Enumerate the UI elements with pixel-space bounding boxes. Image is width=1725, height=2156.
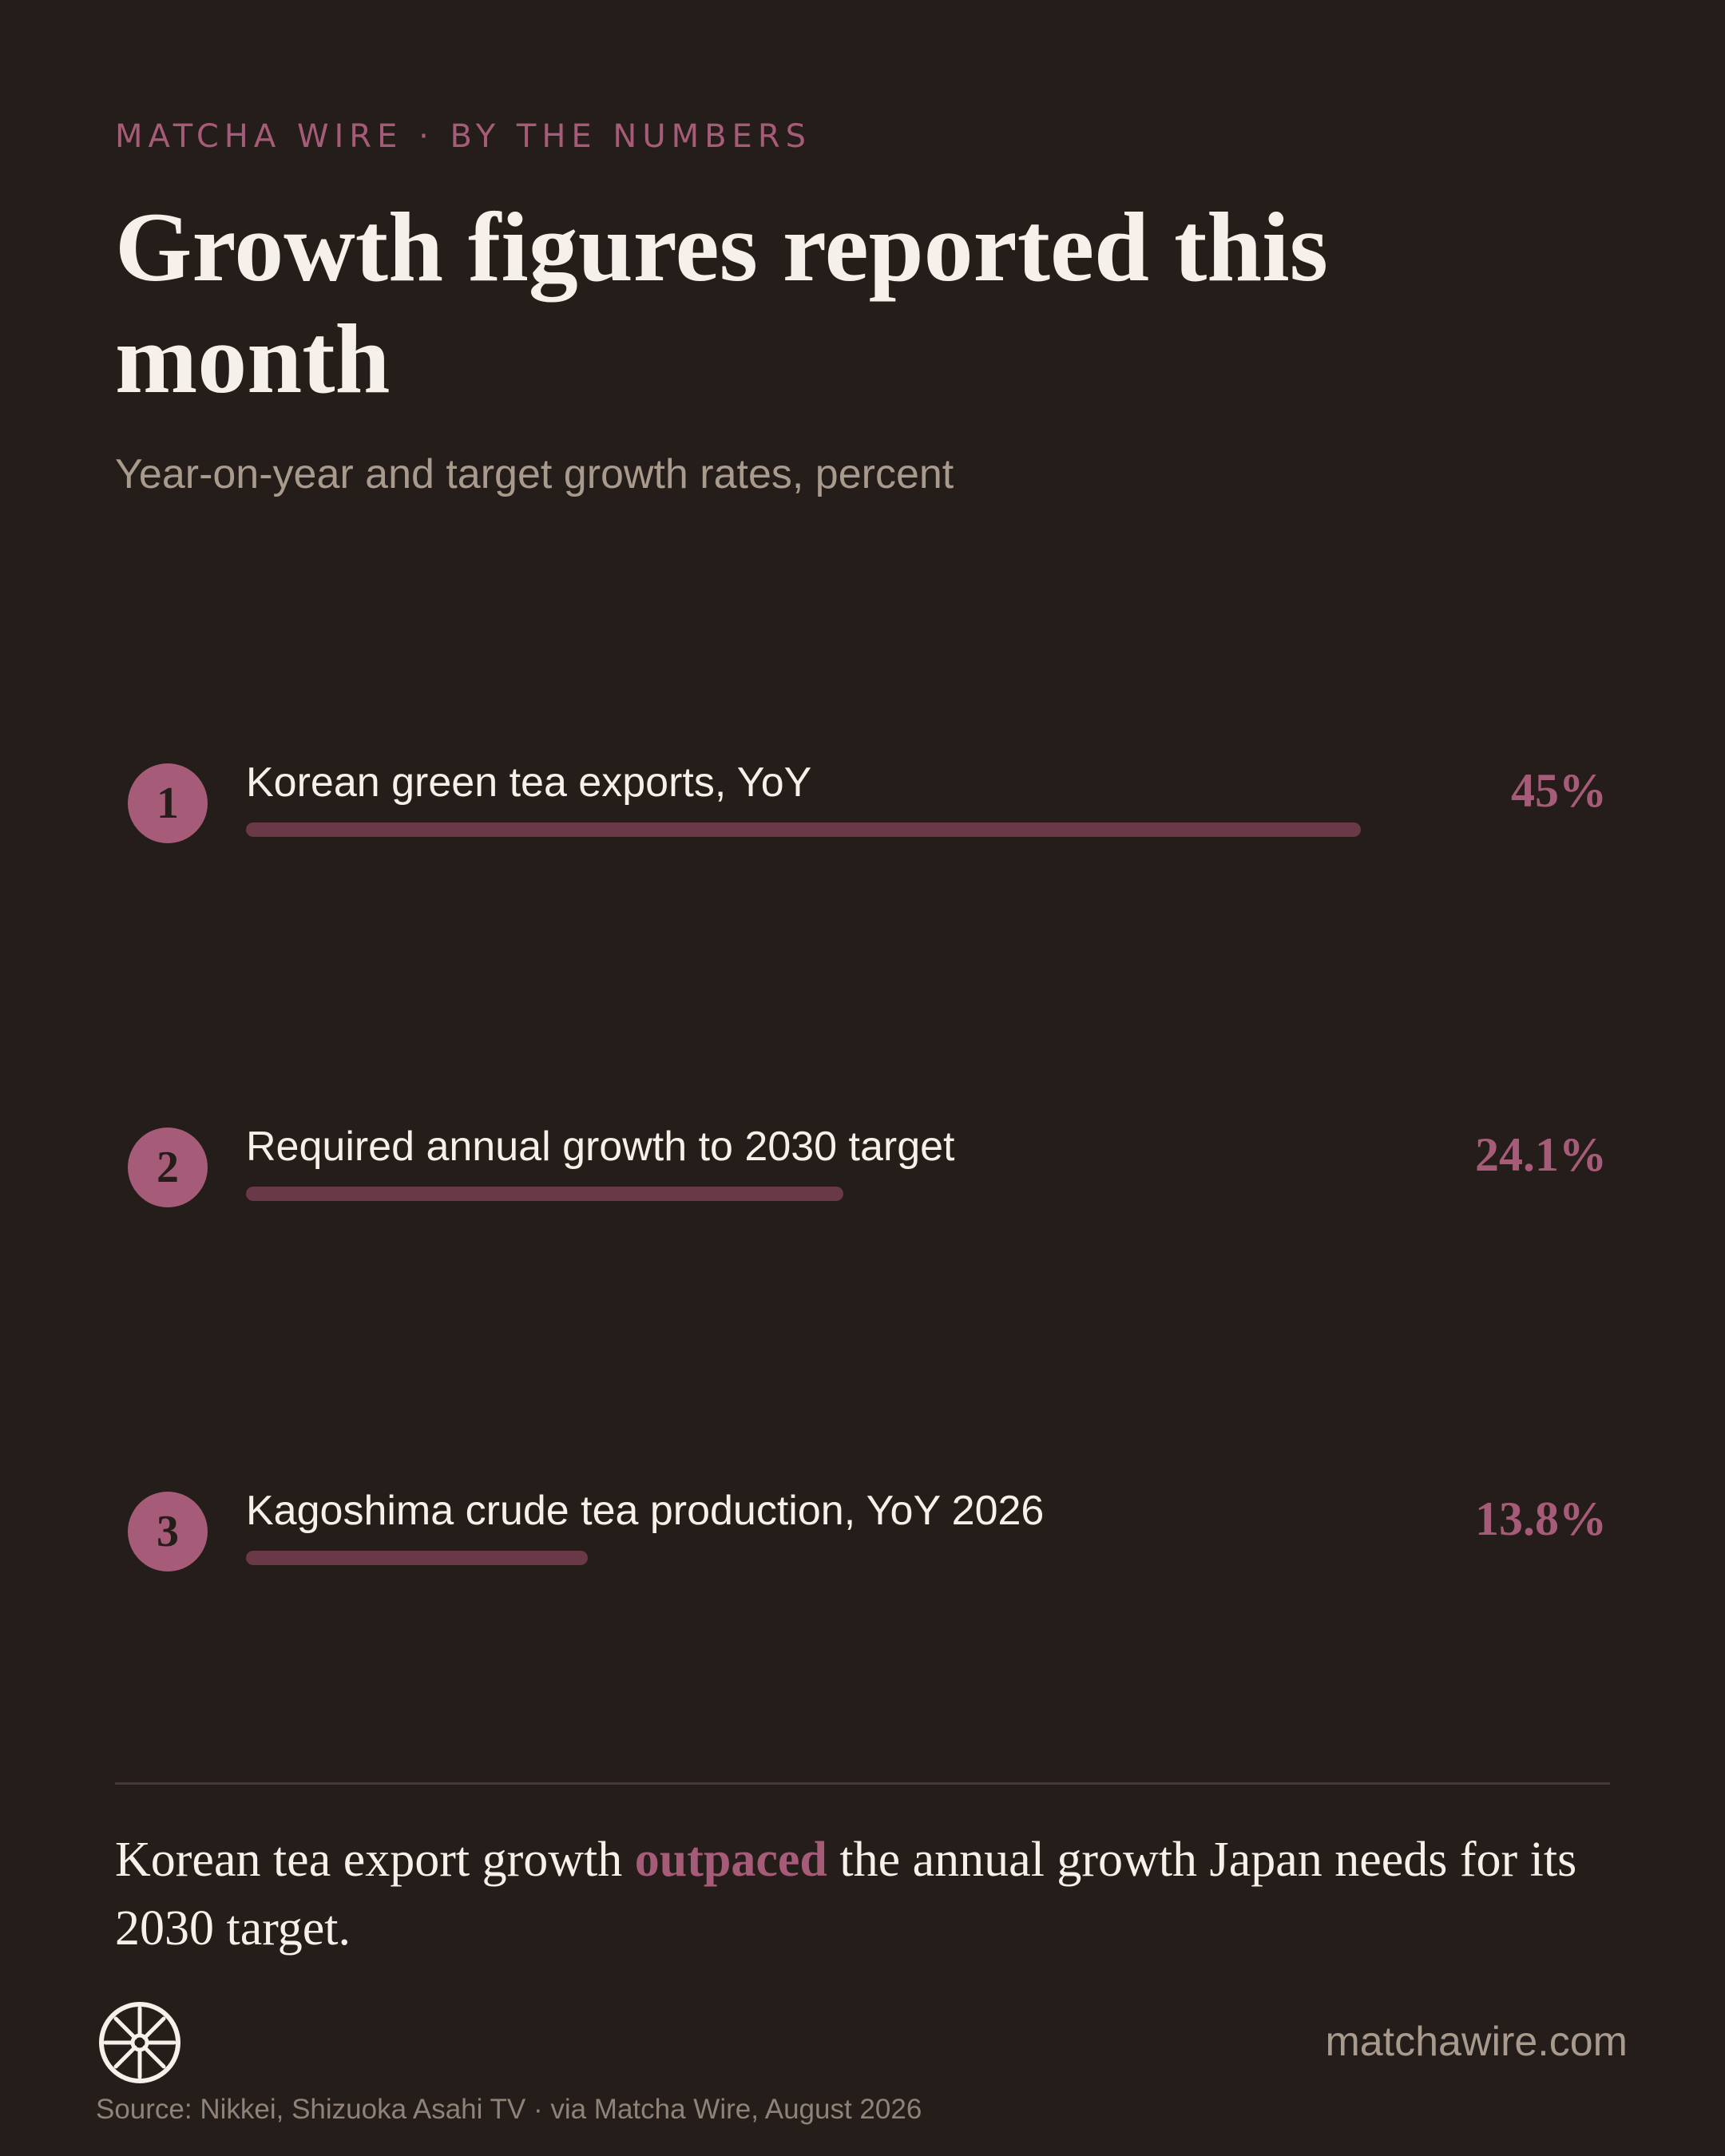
chart-row: 3 Kagoshima crude tea production, YoY 20… bbox=[0, 1488, 1725, 1603]
takeaway-text: Korean tea export growth bbox=[115, 1833, 635, 1887]
takeaway: Korean tea export growth outpaced the an… bbox=[115, 1825, 1616, 1963]
site-url[interactable]: matchawire.com bbox=[1325, 2019, 1628, 2065]
bar-track bbox=[246, 1551, 1361, 1565]
takeaway-text-end: the annual growth Japan needs for its 20… bbox=[115, 1833, 1577, 1956]
rank-badge: 2 bbox=[128, 1128, 208, 1207]
bar-track bbox=[246, 1187, 1361, 1201]
subtitle: Year-on-year and target growth rates, pe… bbox=[115, 451, 954, 497]
kicker: MATCHA WIRE · BY THE NUMBERS bbox=[115, 118, 812, 155]
category-label: Required annual growth to 2030 target bbox=[246, 1124, 955, 1170]
chart-row: 2 Required annual growth to 2030 target … bbox=[0, 1124, 1725, 1239]
category-label: Kagoshima crude tea production, YoY 2026 bbox=[246, 1488, 1045, 1534]
divider bbox=[115, 1782, 1610, 1785]
category-label: Korean green tea exports, YoY bbox=[246, 759, 812, 806]
rank-badge: 1 bbox=[128, 763, 208, 843]
bar-track bbox=[246, 822, 1361, 837]
chart-row: 1 Korean green tea exports, YoY 45% bbox=[0, 759, 1725, 875]
source-note: Source: Nikkei, Shizuoka Asahi TV · via … bbox=[96, 2094, 922, 2125]
rank-badge: 3 bbox=[128, 1492, 208, 1571]
wheel-logo-icon bbox=[97, 2000, 182, 2085]
value-label: 24.1% bbox=[1475, 1128, 1607, 1181]
bar bbox=[246, 822, 1361, 837]
takeaway-highlight: outpaced bbox=[634, 1833, 827, 1887]
value-label: 13.8% bbox=[1475, 1492, 1607, 1545]
bar bbox=[246, 1551, 589, 1565]
bar bbox=[246, 1187, 843, 1201]
value-label: 45% bbox=[1511, 764, 1607, 817]
page-title: Growth figures reported this month bbox=[115, 192, 1328, 414]
